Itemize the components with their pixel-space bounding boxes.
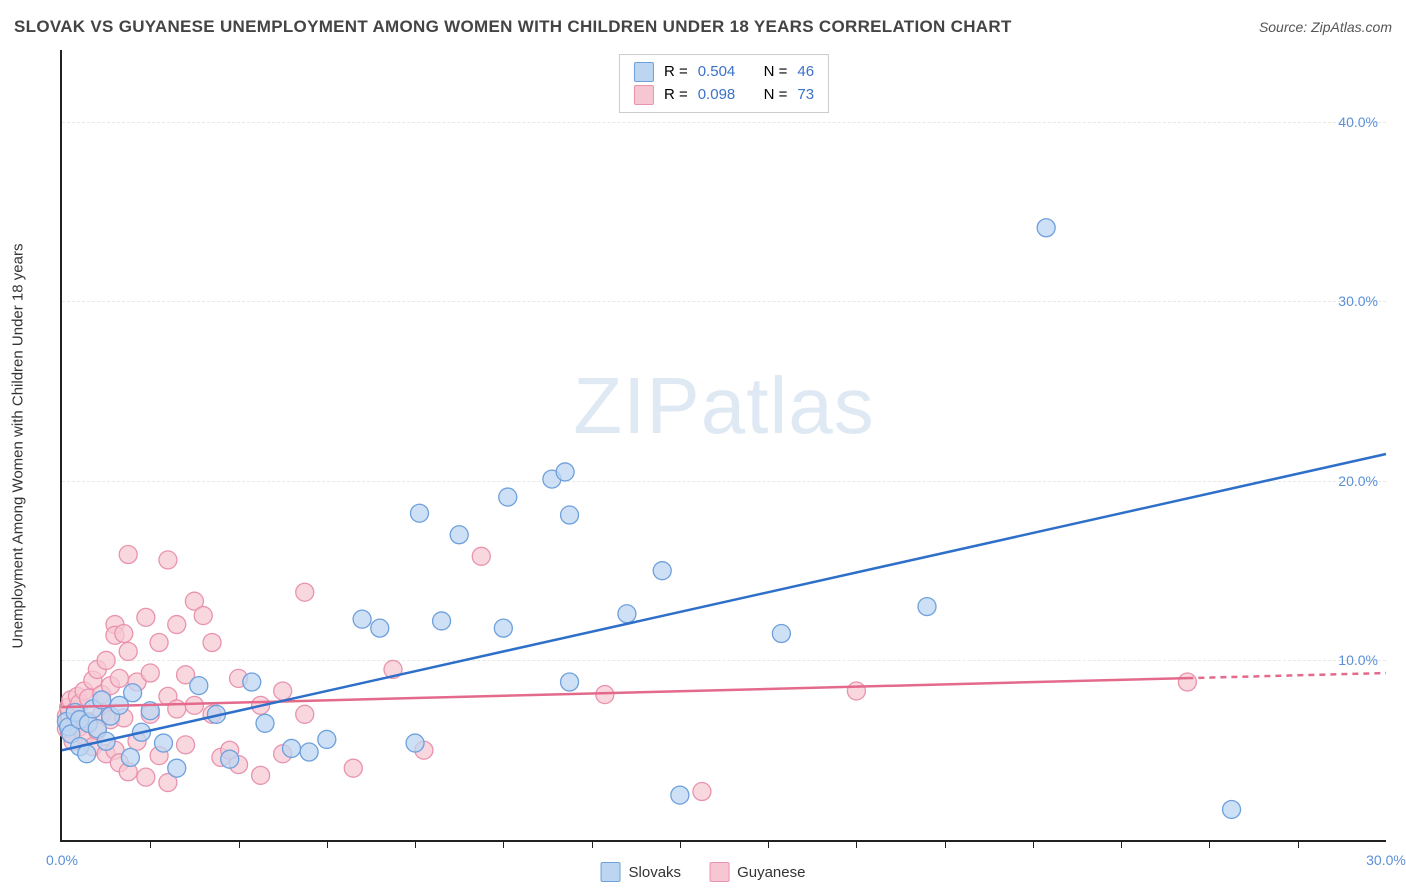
- n-label: N =: [764, 61, 788, 84]
- data-point: [847, 682, 865, 700]
- r-value-slovaks: 0.504: [698, 61, 736, 84]
- legend-item-guyanese: Guyanese: [709, 862, 805, 882]
- legend-swatch-slovaks: [601, 862, 621, 882]
- data-point: [97, 651, 115, 669]
- data-point: [300, 743, 318, 761]
- data-point: [344, 759, 362, 777]
- trend-line: [62, 454, 1386, 750]
- data-point: [472, 547, 490, 565]
- data-point: [141, 664, 159, 682]
- data-point: [243, 673, 261, 691]
- data-point: [296, 705, 314, 723]
- data-point: [671, 786, 689, 804]
- data-point: [137, 768, 155, 786]
- data-point: [450, 526, 468, 544]
- swatch-slovaks: [634, 62, 654, 82]
- stats-row-slovaks: R = 0.504 N = 46: [634, 61, 814, 84]
- data-point: [119, 642, 137, 660]
- swatch-guyanese: [634, 85, 654, 105]
- data-point: [494, 619, 512, 637]
- legend-label-guyanese: Guyanese: [737, 864, 805, 881]
- data-point: [137, 608, 155, 626]
- data-point: [119, 546, 137, 564]
- source-label: Source:: [1259, 19, 1311, 35]
- legend-item-slovaks: Slovaks: [601, 862, 682, 882]
- data-point: [168, 616, 186, 634]
- title-bar: SLOVAK VS GUYANESE UNEMPLOYMENT AMONG WO…: [14, 12, 1392, 42]
- source-attribution: Source: ZipAtlas.com: [1259, 19, 1392, 35]
- data-point: [150, 634, 168, 652]
- data-point: [406, 734, 424, 752]
- r-label: R =: [664, 61, 688, 84]
- stats-box: R = 0.504 N = 46 R = 0.098 N = 73: [619, 54, 829, 113]
- data-point: [772, 625, 790, 643]
- data-point: [177, 736, 195, 754]
- data-point: [121, 748, 139, 766]
- data-point: [190, 677, 208, 695]
- scatter-plot: [62, 50, 1386, 840]
- data-point: [252, 766, 270, 784]
- data-point: [168, 700, 186, 718]
- data-point: [282, 739, 300, 757]
- plot-frame: ZIPatlas R = 0.504 N = 46 R = 0.098 N = …: [60, 50, 1386, 842]
- data-point: [653, 562, 671, 580]
- data-point: [203, 634, 221, 652]
- data-point: [1223, 800, 1241, 818]
- data-point: [353, 610, 371, 628]
- y-axis-title: Unemployment Among Women with Children U…: [10, 244, 27, 649]
- data-point: [561, 673, 579, 691]
- data-point: [433, 612, 451, 630]
- data-point: [159, 551, 177, 569]
- n-label: N =: [764, 84, 788, 107]
- data-point: [561, 506, 579, 524]
- data-point: [274, 682, 292, 700]
- data-point: [110, 669, 128, 687]
- r-value-guyanese: 0.098: [698, 84, 736, 107]
- data-point: [371, 619, 389, 637]
- data-point: [256, 714, 274, 732]
- n-value-guyanese: 73: [797, 84, 814, 107]
- chart-title: SLOVAK VS GUYANESE UNEMPLOYMENT AMONG WO…: [14, 17, 1012, 37]
- data-point: [296, 583, 314, 601]
- trend-line-dashed: [1187, 673, 1386, 678]
- data-point: [318, 730, 336, 748]
- x-tick-label: 0.0%: [46, 852, 78, 868]
- data-point: [499, 488, 517, 506]
- data-point: [78, 745, 96, 763]
- data-point: [221, 750, 239, 768]
- source-name: ZipAtlas.com: [1311, 19, 1392, 35]
- n-value-slovaks: 46: [797, 61, 814, 84]
- data-point: [185, 696, 203, 714]
- r-label: R =: [664, 84, 688, 107]
- data-point: [596, 686, 614, 704]
- data-point: [1037, 219, 1055, 237]
- data-point: [1178, 673, 1196, 691]
- data-point: [155, 734, 173, 752]
- data-point: [918, 598, 936, 616]
- legend-swatch-guyanese: [709, 862, 729, 882]
- stats-row-guyanese: R = 0.098 N = 73: [634, 84, 814, 107]
- data-point: [124, 684, 142, 702]
- data-point: [115, 625, 133, 643]
- data-point: [194, 607, 212, 625]
- data-point: [693, 783, 711, 801]
- legend-label-slovaks: Slovaks: [629, 864, 682, 881]
- data-point: [556, 463, 574, 481]
- legend: Slovaks Guyanese: [601, 862, 806, 882]
- chart-area: ZIPatlas R = 0.504 N = 46 R = 0.098 N = …: [60, 50, 1386, 842]
- data-point: [168, 759, 186, 777]
- x-tick-label: 30.0%: [1366, 852, 1406, 868]
- data-point: [618, 605, 636, 623]
- data-point: [410, 504, 428, 522]
